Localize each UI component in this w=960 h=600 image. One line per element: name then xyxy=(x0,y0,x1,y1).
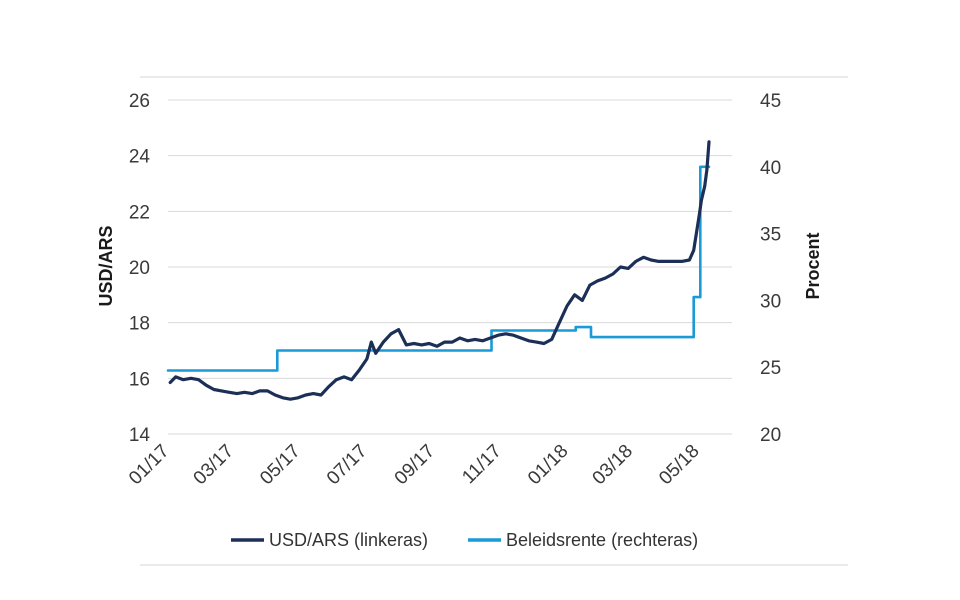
series-line-beleidsrente xyxy=(166,165,711,372)
y-left-tick-label: 14 xyxy=(129,425,151,446)
y-left-tick-label: 16 xyxy=(129,369,150,390)
y-right-tick-label: 40 xyxy=(760,158,781,179)
x-tick-label: 07/17 xyxy=(323,441,371,489)
y-axis-right-ticks: 20 25 30 35 40 45 xyxy=(760,91,781,446)
y-left-tick-label: 26 xyxy=(129,91,150,112)
y-right-tick-label: 25 xyxy=(760,358,781,379)
y-right-tick-label: 20 xyxy=(760,425,781,446)
legend-item-usd-ars: USD/ARS (linkeras) xyxy=(231,530,428,550)
y-left-tick-label: 22 xyxy=(129,202,150,223)
legend-label-beleidsrente: Beleidsrente (rechteras) xyxy=(506,530,698,550)
x-tick-label: 11/17 xyxy=(458,441,505,488)
y-right-tick-label: 45 xyxy=(760,91,781,112)
y-left-tick-label: 18 xyxy=(129,314,150,335)
y-axis-right-title: Procent xyxy=(803,232,823,299)
x-tick-label: 05/17 xyxy=(256,441,304,489)
legend: USD/ARS (linkeras) Beleidsrente (rechter… xyxy=(231,530,698,550)
y-right-tick-label: 30 xyxy=(760,291,781,312)
legend-label-usd-ars: USD/ARS (linkeras) xyxy=(269,530,428,550)
x-tick-label: 01/18 xyxy=(524,441,572,489)
gridlines xyxy=(168,99,732,435)
x-tick-label: 03/17 xyxy=(190,441,238,489)
x-tick-label: 09/17 xyxy=(391,441,439,489)
legend-item-beleidsrente: Beleidsrente (rechteras) xyxy=(468,530,698,550)
y-left-tick-label: 24 xyxy=(129,147,151,168)
y-axis-left-ticks: 14 16 18 20 22 24 26 xyxy=(129,91,151,446)
y-left-tick-label: 20 xyxy=(129,258,150,279)
x-tick-label: 05/18 xyxy=(655,441,703,489)
series-line-usd-ars xyxy=(168,140,711,401)
x-tick-label: 01/17 xyxy=(125,441,173,489)
y-axis-left-title: USD/ARS xyxy=(96,225,116,306)
y-right-tick-label: 35 xyxy=(760,225,781,246)
x-axis-ticks: 01/17 03/17 05/17 07/17 09/17 11/17 01/18 03/18… xyxy=(125,441,704,489)
x-tick-label: 03/18 xyxy=(589,441,637,489)
series-lines xyxy=(166,140,711,401)
